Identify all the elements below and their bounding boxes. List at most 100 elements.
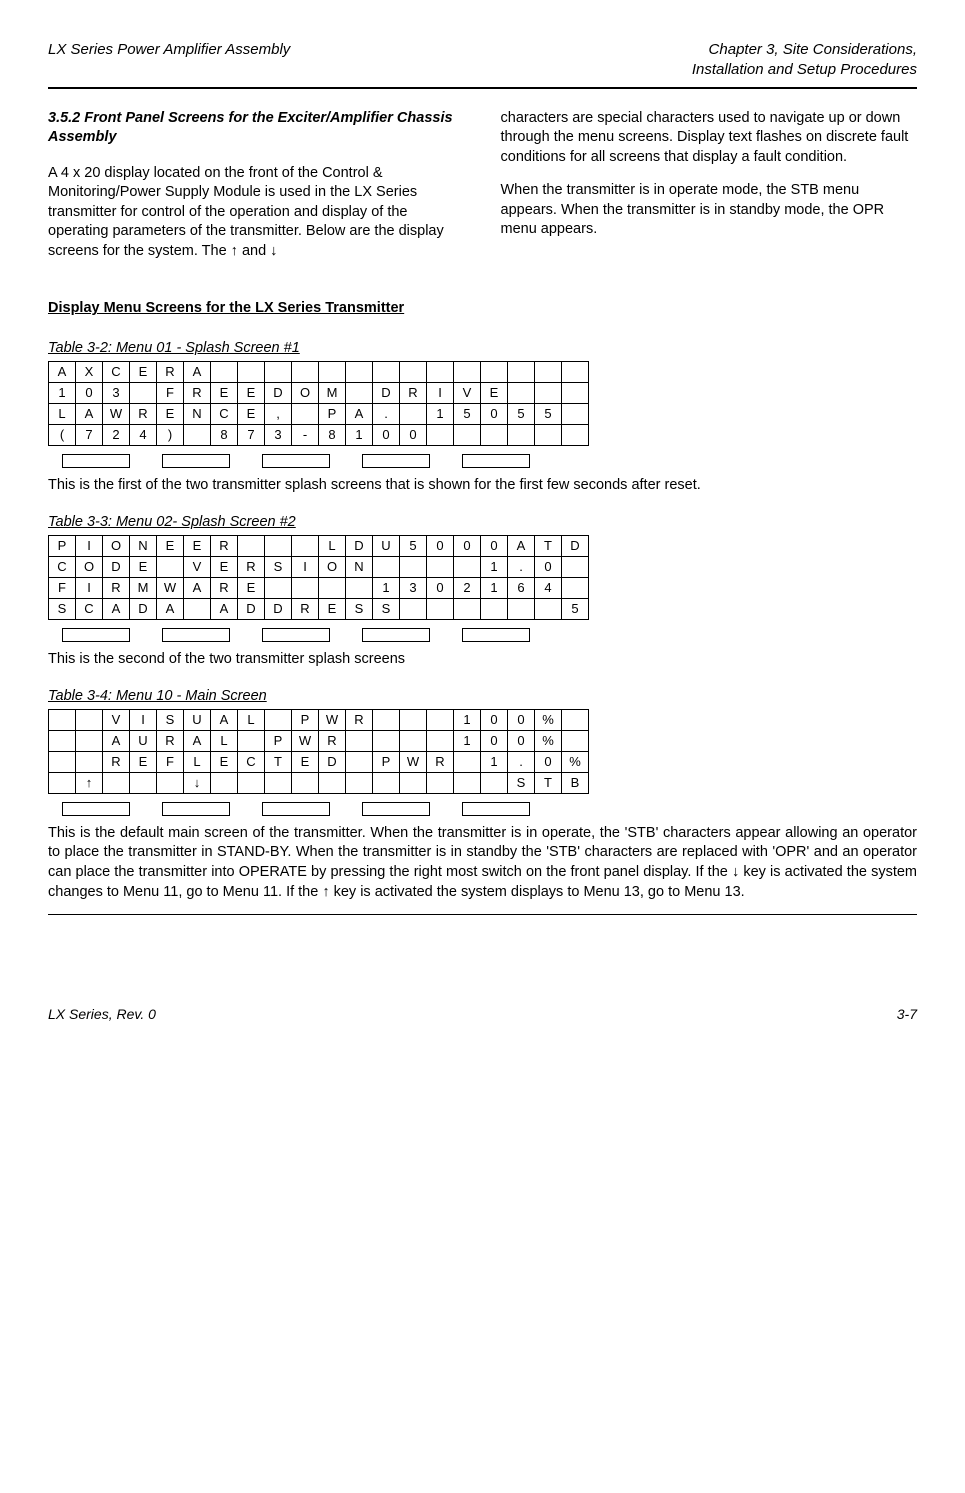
lcd-cell (427, 424, 454, 445)
panel-button[interactable] (162, 802, 230, 816)
lcd-cell: 7 (76, 424, 103, 445)
lcd-cell: R (211, 577, 238, 598)
lcd-cell (535, 361, 562, 382)
panel-button[interactable] (462, 454, 530, 468)
lcd-cell (373, 361, 400, 382)
lcd-cell: P (292, 709, 319, 730)
lcd-cell (481, 772, 508, 793)
lcd-cell: S (49, 598, 76, 619)
panel-button[interactable] (462, 802, 530, 816)
lcd-cell: A (184, 361, 211, 382)
table-row: AXCERA (49, 361, 589, 382)
lcd-cell: O (319, 556, 346, 577)
lcd-cell: R (346, 709, 373, 730)
panel-button[interactable] (62, 802, 130, 816)
lcd-cell: 1 (454, 709, 481, 730)
lcd-cell: O (103, 535, 130, 556)
lcd-cell (292, 403, 319, 424)
panel-button[interactable] (62, 628, 130, 642)
lcd-cell (238, 361, 265, 382)
lcd-cell: I (427, 382, 454, 403)
lcd-cell (265, 709, 292, 730)
panel-button[interactable] (262, 454, 330, 468)
lcd-cell: W (157, 577, 184, 598)
lcd-cell: O (292, 382, 319, 403)
lcd-cell: A (103, 598, 130, 619)
intro-right-col: characters are special characters used t… (501, 109, 918, 276)
lcd-cell: 6 (508, 577, 535, 598)
lcd-cell: A (76, 403, 103, 424)
lcd-cell: P (49, 535, 76, 556)
lcd-cell: 2 (454, 577, 481, 598)
button-row (62, 802, 917, 816)
lcd-cell: ↓ (184, 772, 211, 793)
page-footer: LX Series, Rev. 0 3-7 (48, 1005, 917, 1024)
lcd-cell: 3 (400, 577, 427, 598)
panel-button[interactable] (462, 628, 530, 642)
lcd-cell: 5 (400, 535, 427, 556)
panel-button[interactable] (62, 454, 130, 468)
table-description: This is the first of the two transmitter… (48, 476, 917, 496)
lcd-cell: C (49, 556, 76, 577)
lcd-cell: L (49, 403, 76, 424)
lcd-cell: ↑ (76, 772, 103, 793)
lcd-cell: 0 (481, 709, 508, 730)
lcd-cell: M (319, 382, 346, 403)
lcd-cell: % (535, 730, 562, 751)
lcd-cell: V (454, 382, 481, 403)
intro-right-para1: characters are special characters used t… (501, 109, 918, 168)
lcd-cell: F (157, 382, 184, 403)
lcd-cell: A (103, 730, 130, 751)
lcd-cell: 8 (211, 424, 238, 445)
lcd-cell (292, 577, 319, 598)
lcd-cell: % (562, 751, 589, 772)
panel-button[interactable] (162, 628, 230, 642)
lcd-cell: A (184, 730, 211, 751)
lcd-cell: 0 (508, 730, 535, 751)
table-row: AURALPWR100% (49, 730, 589, 751)
lcd-cell (238, 535, 265, 556)
lcd-cell (535, 598, 562, 619)
lcd-cell (76, 709, 103, 730)
lcd-cell: C (76, 598, 103, 619)
lcd-cell: R (400, 382, 427, 403)
header-right-line2: Installation and Setup Procedures (692, 60, 917, 80)
lcd-cell: E (292, 751, 319, 772)
lcd-cell (319, 577, 346, 598)
lcd-cell: - (292, 424, 319, 445)
table-row: (724)873-8100 (49, 424, 589, 445)
lcd-cell: I (292, 556, 319, 577)
panel-button[interactable] (362, 454, 430, 468)
lcd-cell: A (211, 598, 238, 619)
lcd-cell: R (184, 382, 211, 403)
lcd-cell (427, 361, 454, 382)
display-menu-heading: Display Menu Screens for the LX Series T… (48, 299, 917, 319)
panel-button[interactable] (162, 454, 230, 468)
lcd-cell (157, 772, 184, 793)
lcd-cell (400, 730, 427, 751)
lcd-cell: R (103, 751, 130, 772)
lcd-cell (292, 535, 319, 556)
lcd-cell: D (346, 535, 373, 556)
lcd-cell: E (184, 535, 211, 556)
lcd-cell: T (535, 535, 562, 556)
lcd-cell: O (76, 556, 103, 577)
lcd-table: PIONEERLDU5000ATDCODEVERSION1.0FIRMWARE1… (48, 535, 589, 620)
lcd-cell: P (265, 730, 292, 751)
panel-button[interactable] (362, 628, 430, 642)
lcd-cell: D (265, 598, 292, 619)
lcd-cell: 0 (400, 424, 427, 445)
lcd-cell: U (373, 535, 400, 556)
lcd-cell: 2 (103, 424, 130, 445)
lcd-cell: V (184, 556, 211, 577)
panel-button[interactable] (362, 802, 430, 816)
panel-button[interactable] (262, 628, 330, 642)
lcd-cell: N (184, 403, 211, 424)
lcd-cell (508, 598, 535, 619)
lcd-cell: S (265, 556, 292, 577)
lcd-cell: L (319, 535, 346, 556)
lcd-cell (400, 556, 427, 577)
panel-button[interactable] (262, 802, 330, 816)
lcd-cell: D (130, 598, 157, 619)
lcd-cell: N (130, 535, 157, 556)
